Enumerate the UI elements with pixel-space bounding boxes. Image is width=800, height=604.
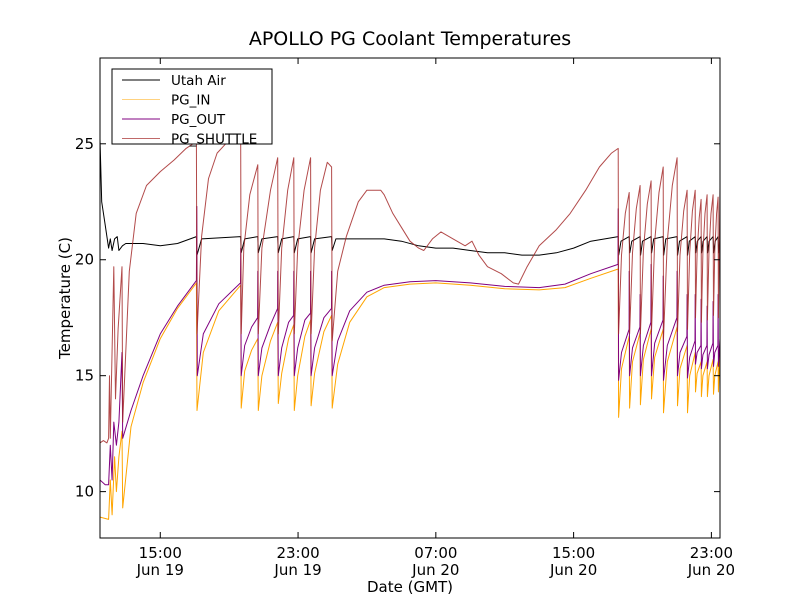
y-tick-label: 20 <box>75 251 94 269</box>
x-tick-date-label: Jun 20 <box>411 561 459 579</box>
x-tick-date-label: Jun 20 <box>687 561 735 579</box>
y-axis-label: Temperature (C) <box>56 237 74 360</box>
x-tick-time-label: 23:00 <box>276 544 319 562</box>
chart-title: APOLLO PG Coolant Temperatures <box>249 28 571 50</box>
series-layer <box>100 139 720 520</box>
legend-box <box>111 68 273 145</box>
legend-label-pg-out: PG_OUT <box>171 112 226 128</box>
plot-frame <box>99 57 721 539</box>
y-tick-label: 25 <box>75 135 94 153</box>
x-tick-date-label: Jun 20 <box>549 561 597 579</box>
series-line-pg-in <box>100 268 720 520</box>
series-line-pg-shuttle <box>100 141 720 444</box>
x-tick-time-label: 15:00 <box>552 544 595 562</box>
x-axis-label: Date (GMT) <box>367 578 453 596</box>
legend-label-pg-shuttle: PG_SHUTTLE <box>171 132 257 148</box>
legend: Utah Air PG_IN PG_OUT PG_SHUTTLE <box>111 68 273 148</box>
legend-label-pg-in: PG_IN <box>171 93 210 109</box>
series-line-pg-out <box>100 205 720 486</box>
y-tick-label: 10 <box>75 483 94 501</box>
y-tick-label: 15 <box>75 367 94 385</box>
x-tick-time-label: 23:00 <box>690 544 733 562</box>
x-tick-time-label: 15:00 <box>139 544 182 562</box>
x-tick-time-label: 07:00 <box>414 544 457 562</box>
legend-label-utah-air: Utah Air <box>171 73 226 89</box>
x-tick-date-label: Jun 19 <box>136 561 184 579</box>
x-tick-date-label: Jun 19 <box>273 561 321 579</box>
